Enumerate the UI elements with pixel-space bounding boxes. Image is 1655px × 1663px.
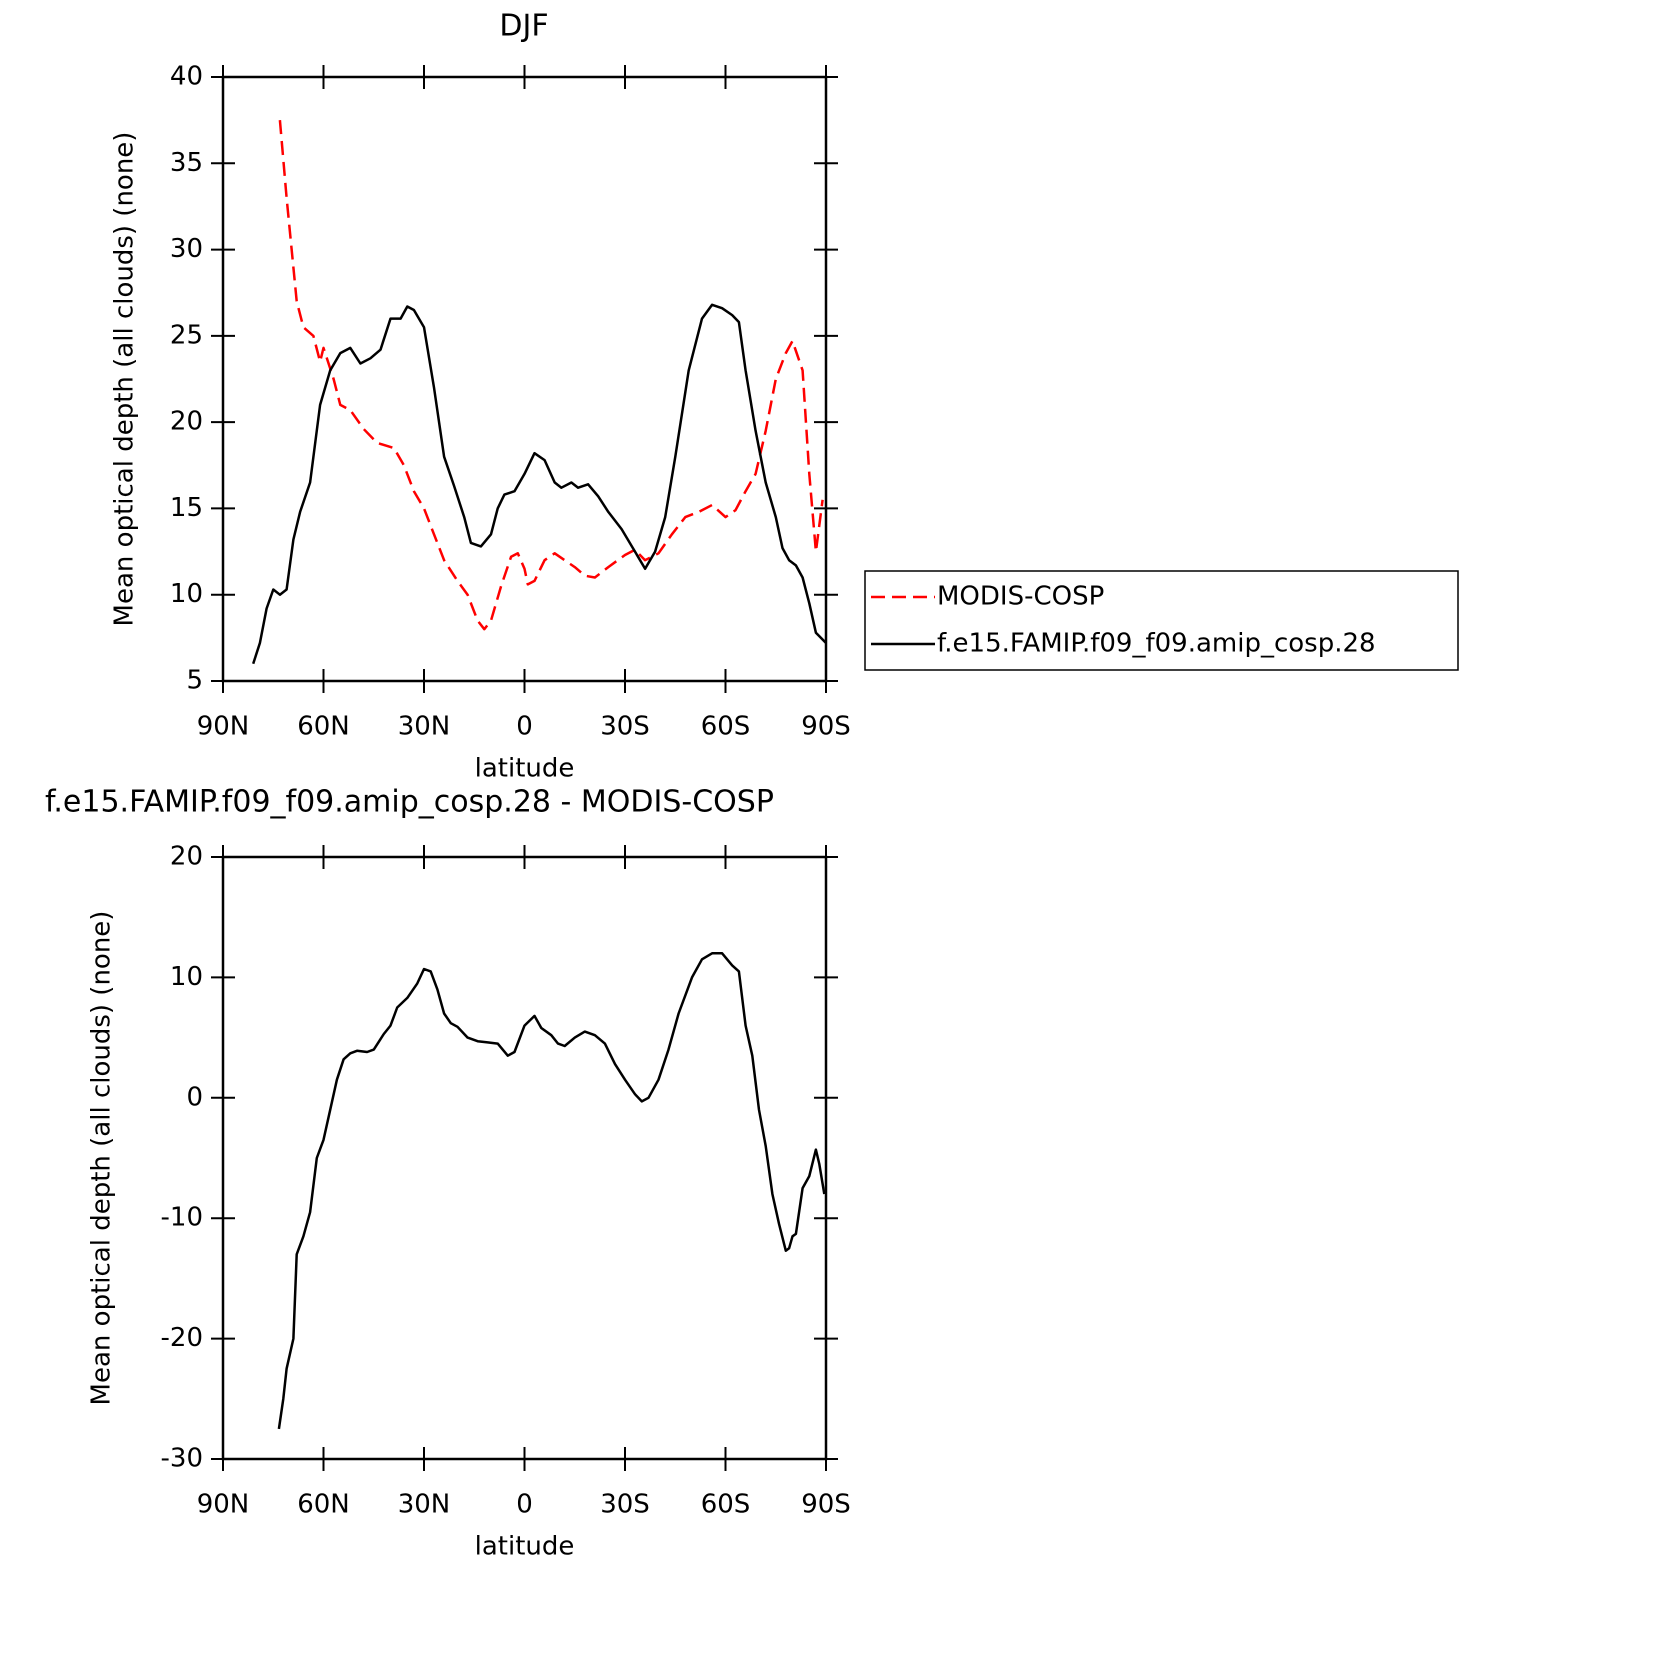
x-tick-label: 30S <box>600 1490 650 1520</box>
x-tick-label: 60N <box>297 1490 350 1520</box>
x-tick-label: 0 <box>516 712 533 742</box>
y-tick-label: 20 <box>170 407 203 437</box>
x-tick-label: 90N <box>197 712 250 742</box>
y-tick-label: 30 <box>170 234 203 264</box>
x-axis-label: latitude <box>475 754 575 784</box>
x-tick-label: 60N <box>297 712 350 742</box>
y-axis-label: Mean optical depth (all clouds) (none) <box>110 132 140 627</box>
x-axis-label: latitude <box>475 1532 575 1562</box>
x-tick-label: 90N <box>197 1490 250 1520</box>
data-line <box>278 119 824 631</box>
data-line <box>252 303 827 665</box>
y-tick-label: 35 <box>170 148 203 178</box>
legend-label: f.e15.FAMIP.f09_f09.amip_cosp.28 <box>937 629 1376 659</box>
x-tick-label: 30N <box>398 1490 451 1520</box>
y-tick-label: -20 <box>161 1323 203 1353</box>
y-tick-label: 20 <box>170 842 203 872</box>
y-axis-label: Mean optical depth (all clouds) (none) <box>87 911 117 1406</box>
plot-frame <box>221 75 828 683</box>
plot-frame <box>221 855 828 1461</box>
x-tick-label: 90S <box>801 712 851 742</box>
y-tick-label: 0 <box>186 1082 203 1112</box>
data-line <box>277 952 826 1430</box>
y-tick-label: 10 <box>170 962 203 992</box>
chart-title: f.e15.FAMIP.f09_f09.amip_cosp.28 - MODIS… <box>45 785 774 820</box>
x-tick-label: 0 <box>516 1490 533 1520</box>
legend-box <box>864 570 1459 671</box>
y-tick-label: 15 <box>170 493 203 523</box>
y-tick-label: -10 <box>161 1203 203 1233</box>
y-tick-label: 25 <box>170 320 203 350</box>
y-tick-label: 5 <box>186 666 203 696</box>
y-tick-label: 40 <box>170 62 203 92</box>
y-tick-label: 10 <box>170 579 203 609</box>
y-tick-label: -30 <box>161 1444 203 1474</box>
chart-title: DJF <box>499 9 548 44</box>
x-tick-label: 30S <box>600 712 650 742</box>
legend-label: MODIS-COSP <box>937 582 1104 612</box>
x-tick-label: 60S <box>701 1490 751 1520</box>
x-tick-label: 30N <box>398 712 451 742</box>
x-tick-label: 90S <box>801 1490 851 1520</box>
x-tick-label: 60S <box>701 712 751 742</box>
